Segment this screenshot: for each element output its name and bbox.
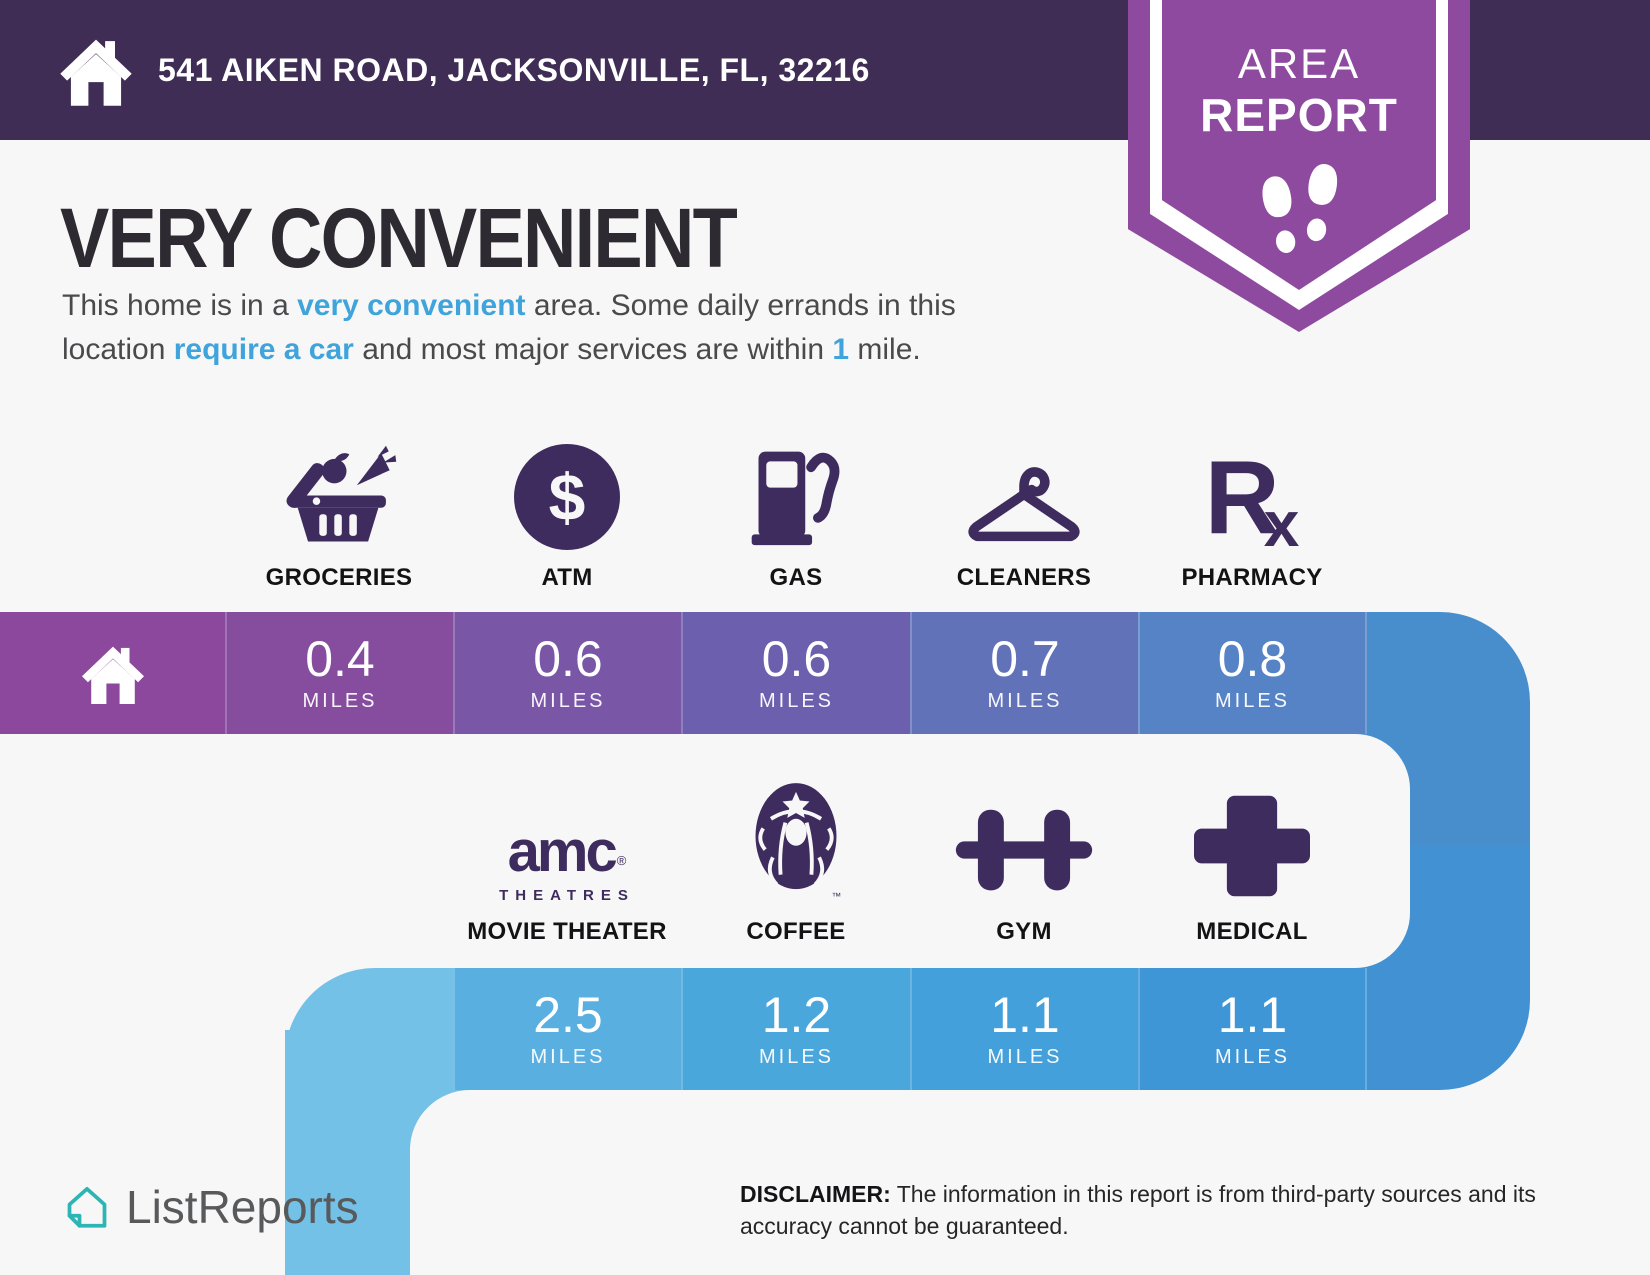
distance-value: 0.8	[1217, 631, 1288, 687]
amenity-label: MEDICAL	[1196, 918, 1308, 945]
amenity-atm: $ ATM	[447, 420, 687, 592]
distance-cell-medical: 1.1 MILES	[1138, 968, 1367, 1090]
amenity-label: ATM	[541, 564, 593, 591]
summary-text: and most major services are within	[353, 333, 833, 366]
distance-cell-atm: 0.6 MILES	[453, 612, 681, 734]
property-address: 541 AIKEN ROAD, JACKSONVILLE, FL, 32216	[158, 51, 870, 88]
amenity-movie-theater: amc ® THEATRES MOVIE THEATER	[447, 748, 687, 946]
distance-unit: MILES	[302, 690, 378, 712]
rx-letter-r: R	[1204, 439, 1280, 556]
distance-cell-pharmacy: 0.8 MILES	[1138, 612, 1367, 734]
amenity-coffee: ™ COFFEE	[676, 748, 916, 946]
amenity-medical: MEDICAL	[1132, 748, 1372, 946]
distance-unit: MILES	[530, 690, 606, 712]
summary-highlight-1: 1	[832, 333, 850, 366]
distance-unit: MILES	[758, 1046, 835, 1068]
atm-dollar-icon: $	[514, 444, 620, 550]
badge-title-area: AREA	[1237, 40, 1361, 87]
dumbbell-icon	[952, 798, 1096, 904]
distance-unit: MILES	[758, 690, 835, 712]
clothes-hanger-icon	[960, 454, 1088, 550]
listreports-house-icon	[62, 1182, 112, 1232]
summary-text: location	[62, 333, 174, 366]
amenity-cleaners: CLEANERS	[904, 420, 1144, 592]
home-icon	[81, 646, 144, 705]
distance-cell-groceries: 0.4 MILES	[225, 612, 453, 734]
amenity-label: COFFEE	[746, 918, 846, 945]
footprints-icon	[1252, 162, 1348, 278]
disclaimer-label: DISCLAIMER:	[740, 1181, 891, 1207]
distance-unit: MILES	[987, 690, 1063, 712]
distance-value: 1.1	[1217, 987, 1288, 1043]
amc-theatres-text: THEATRES	[499, 887, 635, 904]
groceries-basket-icon	[278, 442, 400, 550]
summary-highlight-very-convenient: very convenient	[297, 289, 526, 322]
amc-wordmark: amc	[507, 819, 618, 884]
band-tail-corner-cell	[285, 968, 453, 1090]
distance-unit: MILES	[1214, 690, 1291, 712]
amenity-label: PHARMACY	[1181, 564, 1323, 591]
band-home-cell	[0, 612, 225, 734]
distance-value: 1.2	[761, 987, 832, 1043]
registered-mark: ®	[616, 853, 627, 868]
rx-letter-x: x	[1263, 487, 1300, 560]
distance-unit: MILES	[530, 1046, 606, 1068]
listreports-wordmark: ListReports	[126, 1181, 359, 1233]
page-title: VERY CONVENIENT	[60, 191, 738, 285]
trademark-mark: ™	[832, 892, 842, 903]
distance-cell-coffee: 1.2 MILES	[681, 968, 910, 1090]
distance-unit: MILES	[987, 1046, 1063, 1068]
summary-text: mile.	[849, 333, 921, 366]
listreports-logo: ListReports	[62, 1180, 359, 1234]
area-report-badge: AREA REPORT	[1128, 0, 1470, 332]
amenity-label: GROCERIES	[265, 564, 413, 591]
distance-value: 1.1	[990, 987, 1060, 1043]
distance-cell-cleaners: 0.7 MILES	[910, 612, 1138, 734]
medical-cross-icon	[1194, 788, 1310, 904]
home-icon	[58, 32, 134, 108]
amenity-label: MOVIE THEATER	[467, 918, 667, 945]
amenity-label: CLEANERS	[956, 564, 1092, 591]
distance-value: 0.6	[761, 631, 832, 687]
gas-pump-icon	[740, 438, 852, 550]
distance-value: 0.7	[990, 631, 1060, 687]
badge-title-report: REPORT	[1200, 89, 1398, 141]
distance-value: 2.5	[533, 987, 603, 1043]
summary-text: This home is in a	[62, 289, 298, 322]
amenity-gym: GYM	[904, 748, 1144, 946]
amenity-groceries: GROCERIES	[219, 420, 459, 592]
disclaimer-text: DISCLAIMER: The information in this repo…	[740, 1178, 1600, 1242]
distance-value: 0.6	[533, 631, 603, 687]
disclaimer-line1: The information in this report is from t…	[890, 1181, 1536, 1207]
summary-text: area. Some daily errands in this	[525, 289, 956, 322]
summary-paragraph: This home is in a very convenient area. …	[62, 284, 1122, 372]
amenity-label: GYM	[996, 918, 1052, 945]
disclaimer-line2: accuracy cannot be guaranteed.	[740, 1213, 1069, 1239]
band-inner-cutout	[0, 734, 1410, 968]
amc-theatres-logo: amc ® THEATRES	[499, 819, 635, 905]
distance-cell-gym: 1.1 MILES	[910, 968, 1138, 1090]
dollar-sign: $	[548, 460, 586, 534]
amenity-label: GAS	[769, 564, 823, 591]
starbucks-siren-logo: ™	[743, 776, 849, 904]
amenity-gas: GAS	[676, 420, 916, 592]
distance-value: 0.4	[305, 631, 375, 687]
distance-cell-gas: 0.6 MILES	[681, 612, 910, 734]
distance-unit: MILES	[1214, 1046, 1291, 1068]
distance-cell-movie-theater: 2.5 MILES	[453, 968, 681, 1090]
summary-highlight-require-a-car: require a car	[173, 333, 354, 366]
